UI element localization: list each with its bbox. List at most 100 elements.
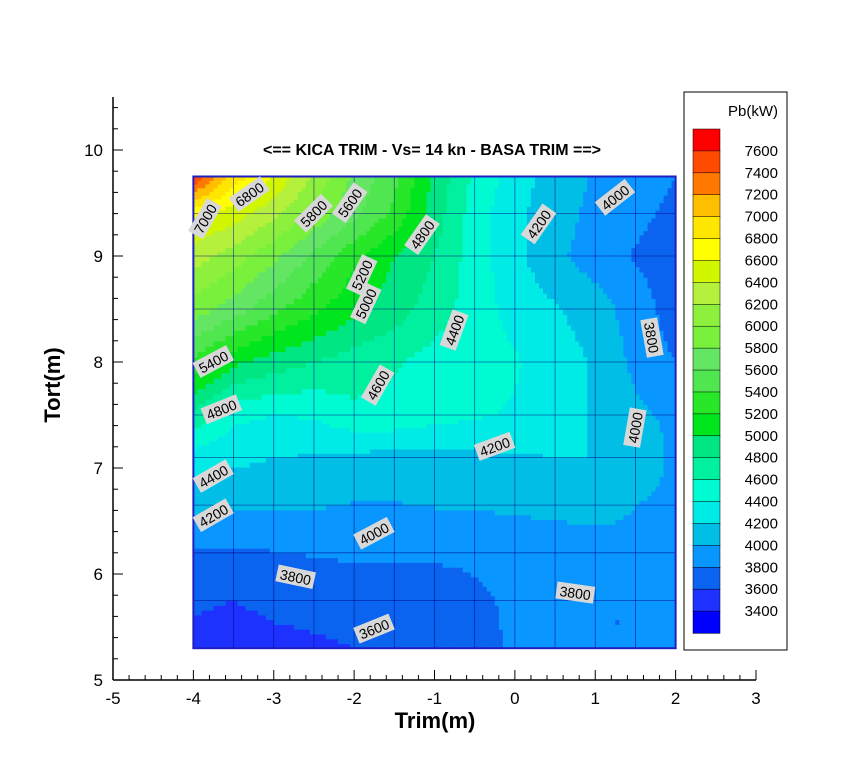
heatmap-cell — [486, 528, 492, 535]
heatmap-cell — [269, 423, 275, 429]
heatmap-cell — [410, 505, 416, 511]
heatmap-cell — [619, 466, 624, 473]
heatmap-cell — [225, 543, 231, 549]
heatmap-cell — [338, 509, 343, 516]
heatmap-cell — [197, 595, 203, 602]
heatmap-cell — [595, 633, 600, 640]
heatmap-cell — [410, 481, 416, 487]
heatmap-cell — [362, 486, 367, 492]
heatmap-cell — [273, 486, 279, 492]
heatmap-cell — [434, 586, 440, 592]
heatmap-cell — [253, 462, 259, 468]
heatmap-cell — [398, 614, 403, 621]
heatmap-cell — [233, 581, 239, 587]
heatmap-cell — [651, 633, 657, 640]
heatmap-cell — [607, 548, 612, 554]
heatmap-cell — [462, 610, 468, 616]
heatmap-cell — [655, 543, 661, 549]
heatmap-cell — [406, 495, 411, 501]
heatmap-cell — [285, 466, 291, 473]
heatmap-cell — [446, 600, 452, 606]
heatmap-cell — [482, 538, 488, 544]
heatmap-cell — [342, 552, 347, 559]
heatmap-cell — [583, 524, 588, 530]
heatmap-cell — [257, 576, 263, 583]
heatmap-cell — [410, 586, 416, 592]
heatmap-cell — [663, 495, 669, 501]
heatmap-cell — [289, 528, 295, 535]
heatmap-cell — [281, 528, 287, 535]
heatmap-cell — [213, 457, 219, 463]
heatmap-cell — [285, 633, 291, 640]
heatmap-cell — [249, 457, 255, 463]
heatmap-cell — [490, 543, 496, 549]
heatmap-cell — [321, 605, 327, 611]
heatmap-cell — [446, 528, 452, 535]
heatmap-cell — [273, 614, 279, 621]
heatmap-cell — [599, 509, 604, 516]
heatmap-cell — [623, 519, 628, 525]
heatmap-cell — [474, 533, 480, 540]
heatmap-cell — [595, 638, 600, 645]
heatmap-cell — [285, 519, 291, 525]
heatmap-cell — [647, 548, 653, 554]
heatmap-cell — [366, 476, 371, 482]
heatmap-cell — [494, 509, 500, 516]
heatmap-cell — [543, 509, 548, 516]
heatmap-cell — [502, 643, 508, 649]
heatmap-cell — [281, 462, 287, 468]
heatmap-cell — [510, 476, 516, 482]
heatmap-cell — [237, 453, 243, 458]
heatmap-cell — [390, 495, 395, 501]
heatmap-cell — [486, 643, 492, 649]
heatmap-cell — [486, 533, 492, 540]
heatmap-cell — [313, 490, 319, 497]
heatmap-cell — [615, 571, 620, 578]
heatmap-cell — [655, 466, 661, 473]
heatmap-cell — [619, 571, 624, 578]
heatmap-cell — [462, 571, 468, 578]
heatmap-cell — [595, 471, 600, 478]
heatmap-cell — [466, 509, 472, 516]
heatmap-cell — [213, 486, 219, 492]
heatmap-cell — [470, 514, 476, 521]
heatmap-cell — [490, 643, 496, 649]
heatmap-cell — [526, 562, 532, 568]
heatmap-cell — [213, 619, 219, 625]
heatmap-cell — [534, 605, 540, 611]
heatmap-cell — [193, 505, 198, 511]
heatmap-cell — [530, 562, 536, 568]
heatmap-cell — [394, 557, 399, 563]
heatmap-cell — [289, 548, 295, 554]
heatmap-cell — [667, 514, 673, 521]
heatmap-cell — [325, 600, 331, 606]
heatmap-cell — [221, 581, 227, 587]
heatmap-cell — [241, 514, 247, 521]
heatmap-cell — [591, 543, 596, 549]
heatmap-cell — [543, 519, 548, 525]
heatmap-cell — [305, 528, 311, 535]
heatmap-cell — [346, 476, 351, 482]
heatmap-cell — [438, 576, 444, 583]
heatmap-cell — [390, 519, 395, 525]
heatmap-cell — [454, 595, 460, 602]
heatmap-cell — [325, 576, 331, 583]
heatmap-cell — [418, 633, 424, 640]
heatmap-cell — [301, 519, 307, 525]
heatmap-cell — [253, 633, 259, 640]
heatmap-cell — [390, 586, 395, 592]
heatmap-cell — [494, 524, 500, 530]
heatmap-cell — [289, 633, 295, 640]
heatmap-cell — [478, 500, 484, 506]
heatmap-cell — [201, 462, 207, 468]
heatmap-cell — [543, 543, 548, 549]
heatmap-cell — [201, 571, 207, 578]
heatmap-cell — [418, 495, 424, 501]
heatmap-cell — [205, 457, 211, 463]
heatmap-cell — [563, 514, 568, 521]
heatmap-cell — [253, 538, 259, 544]
heatmap-cell — [627, 595, 633, 602]
heatmap-cell — [217, 624, 223, 630]
heatmap-cell — [277, 519, 283, 525]
heatmap-cell — [217, 524, 223, 530]
